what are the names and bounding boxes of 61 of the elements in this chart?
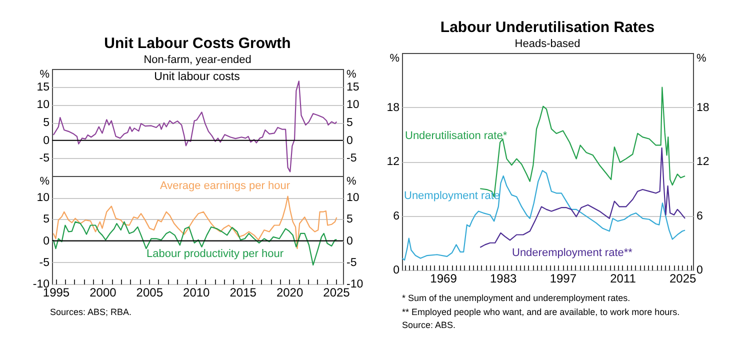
y2-tick-label: 0 (696, 264, 703, 276)
y-tick-label: 15 (36, 81, 50, 94)
line-series (52, 196, 338, 250)
y-tick-label: 18 (386, 102, 400, 114)
series-label: Labour productivity per hour (146, 248, 284, 260)
y-tick-label: -5 (39, 256, 50, 269)
y-tick-label: 6 (393, 210, 400, 222)
y-tick-label: 0 (43, 235, 50, 248)
x-tick-label: 1983 (490, 272, 518, 286)
y2-tick-label: 15 (346, 81, 360, 94)
y-tick-label: 10 (36, 192, 50, 204)
chart-subtitle: Heads-based (514, 38, 580, 50)
series-label: Average earnings per hour (160, 180, 290, 192)
y-tick-label: 10 (36, 99, 50, 112)
y2-axis-title: % (346, 176, 356, 188)
annotation: Unit labour costs (154, 71, 240, 83)
series-label: Underutilisation rate* (405, 130, 508, 142)
y-tick-label: 5 (43, 214, 50, 226)
y-tick-label: 5 (43, 117, 50, 129)
x-tick-label: 1997 (550, 272, 577, 286)
y-tick-label: 0 (43, 134, 50, 147)
source-note: Source: ABS. (402, 320, 456, 330)
x-tick-label: 2020 (276, 286, 304, 300)
line-series (52, 221, 338, 266)
y2-axis-title: % (696, 52, 706, 64)
chart-subtitle: Non-farm, year-ended (144, 54, 252, 66)
y2-tick-label: 10 (346, 192, 360, 204)
y2-tick-label: -5 (346, 256, 357, 269)
x-tick-label: 2011 (610, 272, 636, 286)
line-series (480, 147, 686, 248)
y-axis-title: % (390, 52, 400, 64)
x-tick-label: 2000 (90, 286, 117, 300)
series-label: Underemployment rate** (512, 247, 634, 259)
y-axis-title: % (40, 176, 50, 188)
line-series (52, 80, 338, 172)
y-tick-label: -5 (39, 152, 50, 165)
x-tick-label: 2015 (230, 286, 257, 300)
y2-axis-title: % (346, 68, 356, 80)
y2-tick-label: 6 (696, 210, 703, 222)
x-tick-label: 2010 (183, 286, 210, 300)
y2-tick-label: 0 (346, 235, 353, 248)
y2-tick-label: 10 (346, 99, 360, 112)
text: ** Employed people who want, and are available, to work more hours. (402, 307, 680, 317)
y-axis-title: % (40, 68, 50, 80)
chart-title: Unit Labour Costs Growth (104, 35, 291, 52)
x-tick-label: 2005 (136, 286, 164, 300)
y2-tick-label: -5 (346, 152, 357, 165)
y2-tick-label: 5 (346, 117, 353, 129)
x-tick-label: 2025 (669, 272, 696, 286)
y2-tick-label: 12 (696, 156, 710, 168)
x-tick-label: 1969 (430, 272, 458, 286)
source-note: Sources: ABS; RBA. (50, 307, 132, 317)
y2-tick-label: 0 (346, 134, 353, 147)
y2-tick-label: 18 (696, 102, 710, 114)
y2-tick-label: 5 (346, 214, 353, 226)
y-tick-label: 12 (386, 156, 400, 168)
line-series (402, 170, 686, 261)
line-series (480, 86, 686, 198)
chart-title: Labour Underutilisation Rates (440, 19, 655, 36)
text: * Sum of the unemployment and underemployment rates. (402, 293, 630, 303)
y-tick-label: 0 (393, 264, 400, 276)
